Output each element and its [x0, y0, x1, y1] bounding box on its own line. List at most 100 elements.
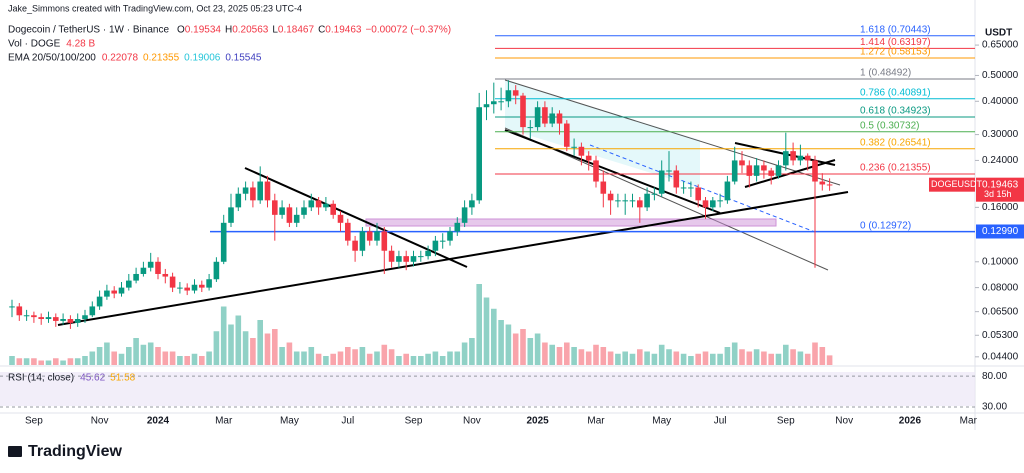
candle-body: [717, 200, 723, 202]
candle-body: [439, 240, 446, 242]
candle-body: [615, 200, 621, 202]
candle-body: [731, 160, 738, 182]
y-tick-label: 0.08000: [982, 282, 1019, 293]
volume-bar: [53, 358, 59, 365]
zone: [365, 218, 777, 227]
candle-body: [783, 151, 789, 166]
volume-bar: [666, 349, 672, 365]
y-tick-label: 0.06500: [982, 306, 1019, 317]
volume-bar: [775, 353, 782, 365]
volume-bar: [147, 342, 154, 365]
volume-bar: [622, 351, 628, 365]
candle-body: [585, 155, 592, 161]
x-tick-label: Sep: [25, 416, 43, 427]
ohlc-value: 0.19534: [185, 25, 222, 36]
volume-bar: [191, 353, 198, 365]
volume-bar: [206, 351, 212, 365]
volume-bar: [731, 342, 738, 365]
symbol: Dogecoin / TetherUS · 1W · Binance: [8, 25, 169, 36]
candle-body: [469, 200, 475, 208]
volume-bar: [491, 308, 497, 365]
candle-body: [571, 146, 577, 148]
candle-body: [432, 240, 439, 251]
price-tag: [976, 177, 1024, 202]
volume-bar: [126, 347, 132, 365]
x-tick-label: May: [652, 416, 671, 427]
volume-bar: [293, 351, 300, 365]
candle-body: [388, 250, 395, 262]
channel-line: [504, 79, 841, 186]
volume-bar: [819, 347, 826, 365]
volume-bar: [301, 351, 307, 365]
volume-bar: [578, 349, 585, 365]
candle-body: [505, 90, 512, 102]
volume-bar: [9, 356, 15, 365]
volume-bar: [629, 353, 636, 365]
volume-bar: [826, 355, 833, 365]
volume-bar: [768, 353, 774, 365]
candle-body: [286, 207, 293, 223]
volume-bar: [31, 358, 37, 365]
ohlc-key: C: [318, 25, 325, 36]
volume-bar: [746, 351, 753, 365]
y-tick-label: 0.16000: [982, 202, 1019, 213]
volume-value: 4.28 B: [66, 39, 95, 50]
y-tick-label: 0.40000: [982, 96, 1019, 107]
volume-bar: [753, 349, 760, 365]
candle-body: [637, 200, 643, 208]
volume-bar: [177, 356, 183, 365]
rsi-tick-label: 30.00: [982, 402, 1007, 413]
candle-body: [520, 95, 526, 128]
symbol-tag-label: DOGEUSDT: [931, 179, 983, 189]
candle-body: [695, 187, 701, 201]
ohlc-value: 0.20563: [232, 25, 269, 36]
candle-body: [739, 160, 745, 166]
volume-bar: [600, 347, 607, 365]
volume-bar: [585, 351, 592, 365]
fib-label: 0.236 (0.21355): [860, 163, 931, 174]
volume-bar: [272, 329, 278, 365]
y-tick-label: 0.10000: [982, 256, 1019, 267]
candle-body: [140, 267, 147, 274]
candle-body: [542, 107, 548, 124]
volume-bar: [345, 347, 351, 365]
candle-body: [53, 317, 59, 321]
ema-value: 0.15545: [225, 53, 262, 64]
volume-bar: [89, 351, 96, 365]
volume-bar: [286, 342, 293, 365]
price-tag-label: 0.19463: [982, 179, 1019, 190]
volume-bar: [644, 351, 650, 365]
trendline: [504, 129, 721, 214]
y-tick-label: 0.24000: [982, 155, 1019, 166]
volume-bar: [790, 349, 796, 365]
volume-bar: [688, 356, 694, 365]
volume-bar: [476, 284, 482, 365]
candle-body: [476, 107, 482, 201]
candle-body: [31, 315, 37, 318]
candle-body: [301, 207, 307, 215]
volume-bar: [111, 351, 117, 365]
candle-body: [250, 187, 256, 201]
candle-body: [826, 184, 833, 186]
volume-bar: [315, 353, 322, 365]
candle-body: [96, 296, 103, 307]
volume-bar: [250, 338, 256, 365]
volume-bar: [651, 353, 658, 365]
candle-body: [483, 104, 490, 108]
x-tick-label: 2025: [526, 416, 549, 427]
logo: TradingView: [28, 443, 123, 460]
candle-body: [447, 231, 453, 241]
volume-bar: [505, 324, 512, 365]
candle-body: [104, 290, 110, 297]
labels: Jake_Simmons created with TradingView.co…: [0, 3, 1024, 460]
candle-body: [264, 181, 271, 201]
candle-body: [23, 315, 30, 317]
author-line: Jake_Simmons created with TradingView.co…: [8, 3, 302, 13]
candle-body: [410, 256, 417, 262]
volume-bar: [571, 347, 577, 365]
candle-body: [199, 284, 205, 288]
volume-bar: [155, 347, 161, 365]
candle-body: [644, 193, 650, 208]
volume-bar: [337, 351, 344, 365]
